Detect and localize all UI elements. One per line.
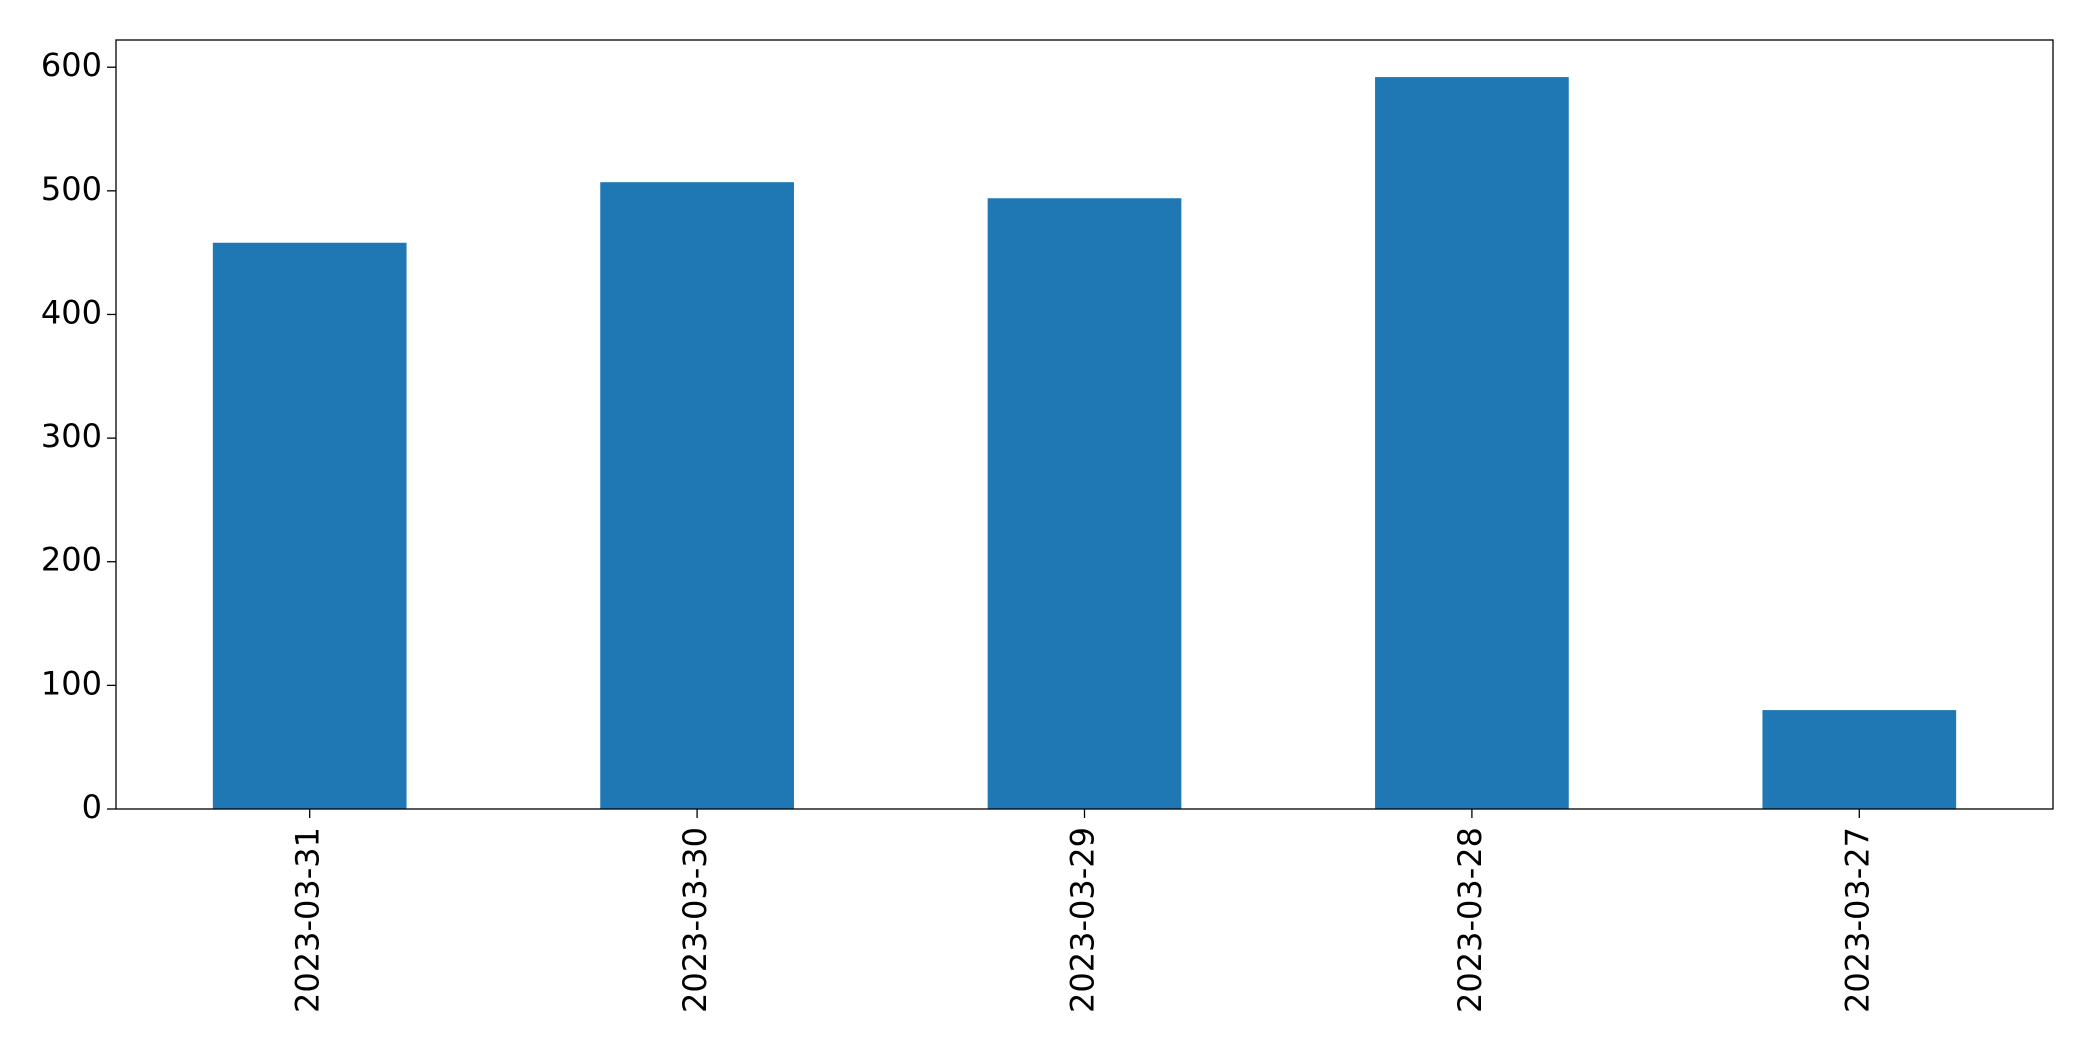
bar <box>1375 77 1569 810</box>
y-tick-label: 200 <box>41 541 102 579</box>
bar <box>987 198 1182 810</box>
x-tick-label: 2023-03-29 <box>1064 827 1102 1013</box>
x-tick-label: 2023-03-31 <box>289 827 327 1013</box>
y-tick-label: 400 <box>41 293 102 331</box>
y-tick-label: 300 <box>41 417 102 455</box>
plot-frame <box>115 39 2054 810</box>
x-tick-label: 2023-03-28 <box>1451 827 1489 1013</box>
x-tick-label: 2023-03-30 <box>676 827 714 1013</box>
bar <box>212 242 407 809</box>
y-tick-label: 0 <box>82 788 102 826</box>
x-tick-label: 2023-03-27 <box>1838 827 1876 1013</box>
y-tick-label: 600 <box>41 46 102 84</box>
bar <box>600 182 794 809</box>
y-tick-label: 100 <box>41 664 102 702</box>
y-tick-label: 500 <box>41 170 102 208</box>
bar <box>1762 710 1957 809</box>
